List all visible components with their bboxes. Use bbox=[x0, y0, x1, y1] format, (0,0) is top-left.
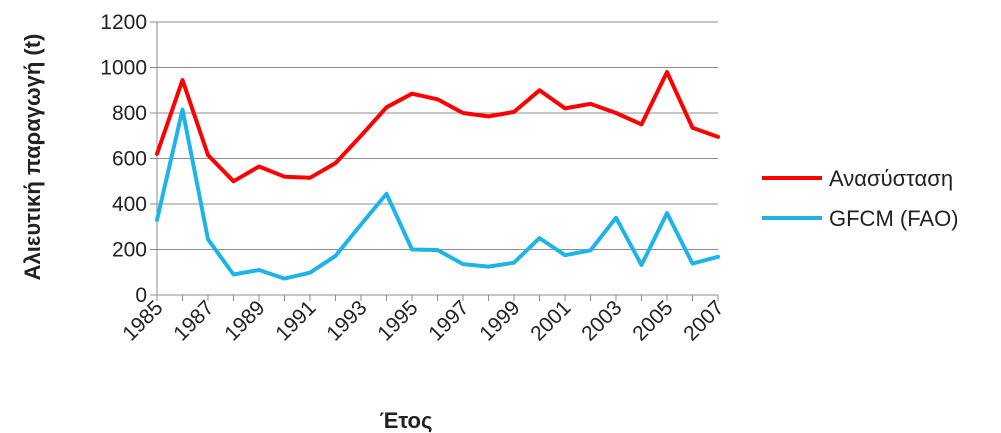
y-tick-label: 600 bbox=[112, 148, 147, 171]
x-tick-label: 1987 bbox=[169, 296, 218, 345]
x-tick-label: 1991 bbox=[271, 296, 320, 345]
legend-label: Ανασύσταση bbox=[829, 166, 953, 191]
x-tick-label: 2003 bbox=[577, 296, 626, 345]
y-tick-label: 0 bbox=[135, 284, 147, 307]
series-line-2 bbox=[155, 107, 720, 281]
legend-label: GFCM (FAO) bbox=[829, 206, 959, 231]
x-tick-label: 1995 bbox=[373, 296, 422, 345]
y-tick-label: 200 bbox=[112, 239, 147, 262]
y-tick-label: 400 bbox=[112, 193, 147, 216]
x-tick-label: 2007 bbox=[679, 296, 728, 345]
y-tick-label: 800 bbox=[112, 102, 147, 125]
x-tick-label: 1985 bbox=[118, 296, 167, 345]
x-tick-label: 2001 bbox=[526, 296, 575, 345]
series-lines bbox=[155, 70, 720, 281]
y-axis-title: Αλιευτική παραγωγή (t) bbox=[20, 34, 45, 281]
axes bbox=[150, 21, 719, 301]
x-tick-label: 1993 bbox=[322, 296, 371, 345]
x-tick-label: 2005 bbox=[628, 296, 677, 345]
x-axis-title: Έτος bbox=[380, 408, 433, 433]
y-tick-label: 1200 bbox=[100, 11, 147, 34]
x-tick-label: 1999 bbox=[475, 296, 524, 345]
legend: Ανασύσταση GFCM (FAO) bbox=[762, 166, 959, 231]
x-tick-label: 1989 bbox=[220, 296, 269, 345]
grid-lines bbox=[157, 21, 718, 250]
series-line-1 bbox=[155, 70, 720, 184]
y-tick-label: 1000 bbox=[100, 57, 147, 80]
x-tick-label: 1997 bbox=[424, 296, 473, 345]
